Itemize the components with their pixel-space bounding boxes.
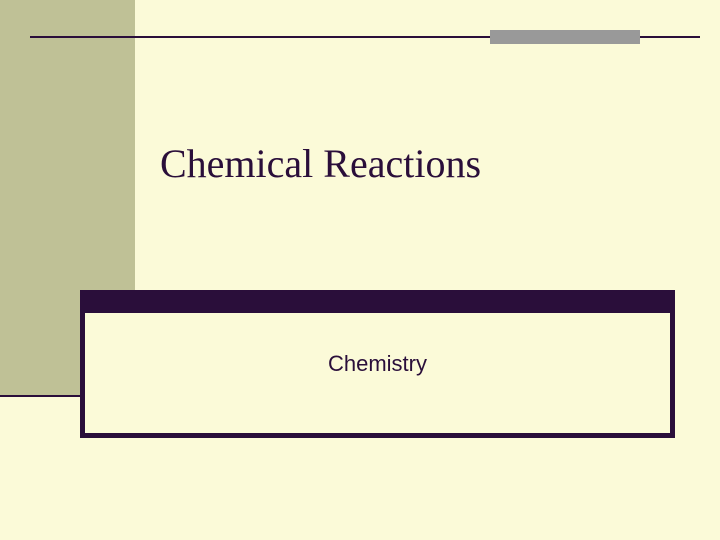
slide-subtitle: Chemistry [328, 351, 427, 377]
subtitle-box: Chemistry [80, 290, 675, 438]
subtitle-box-top-border [85, 295, 670, 313]
slide: Chemical Reactions Chemistry [0, 0, 720, 540]
horizontal-rule-left [0, 395, 80, 397]
slide-title: Chemical Reactions [160, 140, 481, 187]
accent-bar [490, 30, 640, 44]
